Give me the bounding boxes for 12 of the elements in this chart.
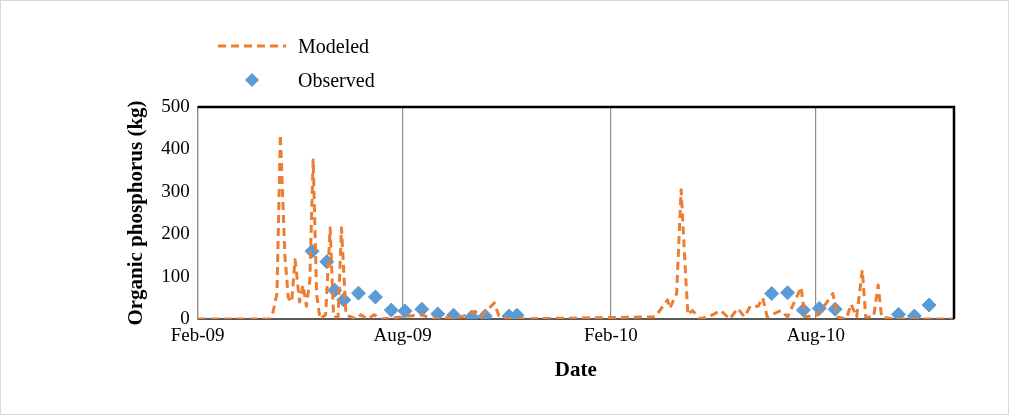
legend-label: Observed [298, 68, 375, 92]
legend-label: Modeled [298, 34, 370, 58]
y-axis-title: Organic phosphorus (kg) [123, 100, 148, 326]
y-tick-label: 200 [161, 222, 190, 244]
y-tick-label: 100 [161, 264, 190, 286]
x-tick-label: Aug-09 [373, 324, 432, 346]
x-tick-label: Aug-10 [786, 324, 845, 346]
y-tick-label: 300 [161, 179, 190, 201]
x-axis-title: Date [554, 356, 597, 381]
x-tick-label: Feb-10 [584, 324, 638, 346]
y-tick-label: 400 [161, 137, 190, 159]
y-tick-label: 500 [161, 94, 190, 116]
